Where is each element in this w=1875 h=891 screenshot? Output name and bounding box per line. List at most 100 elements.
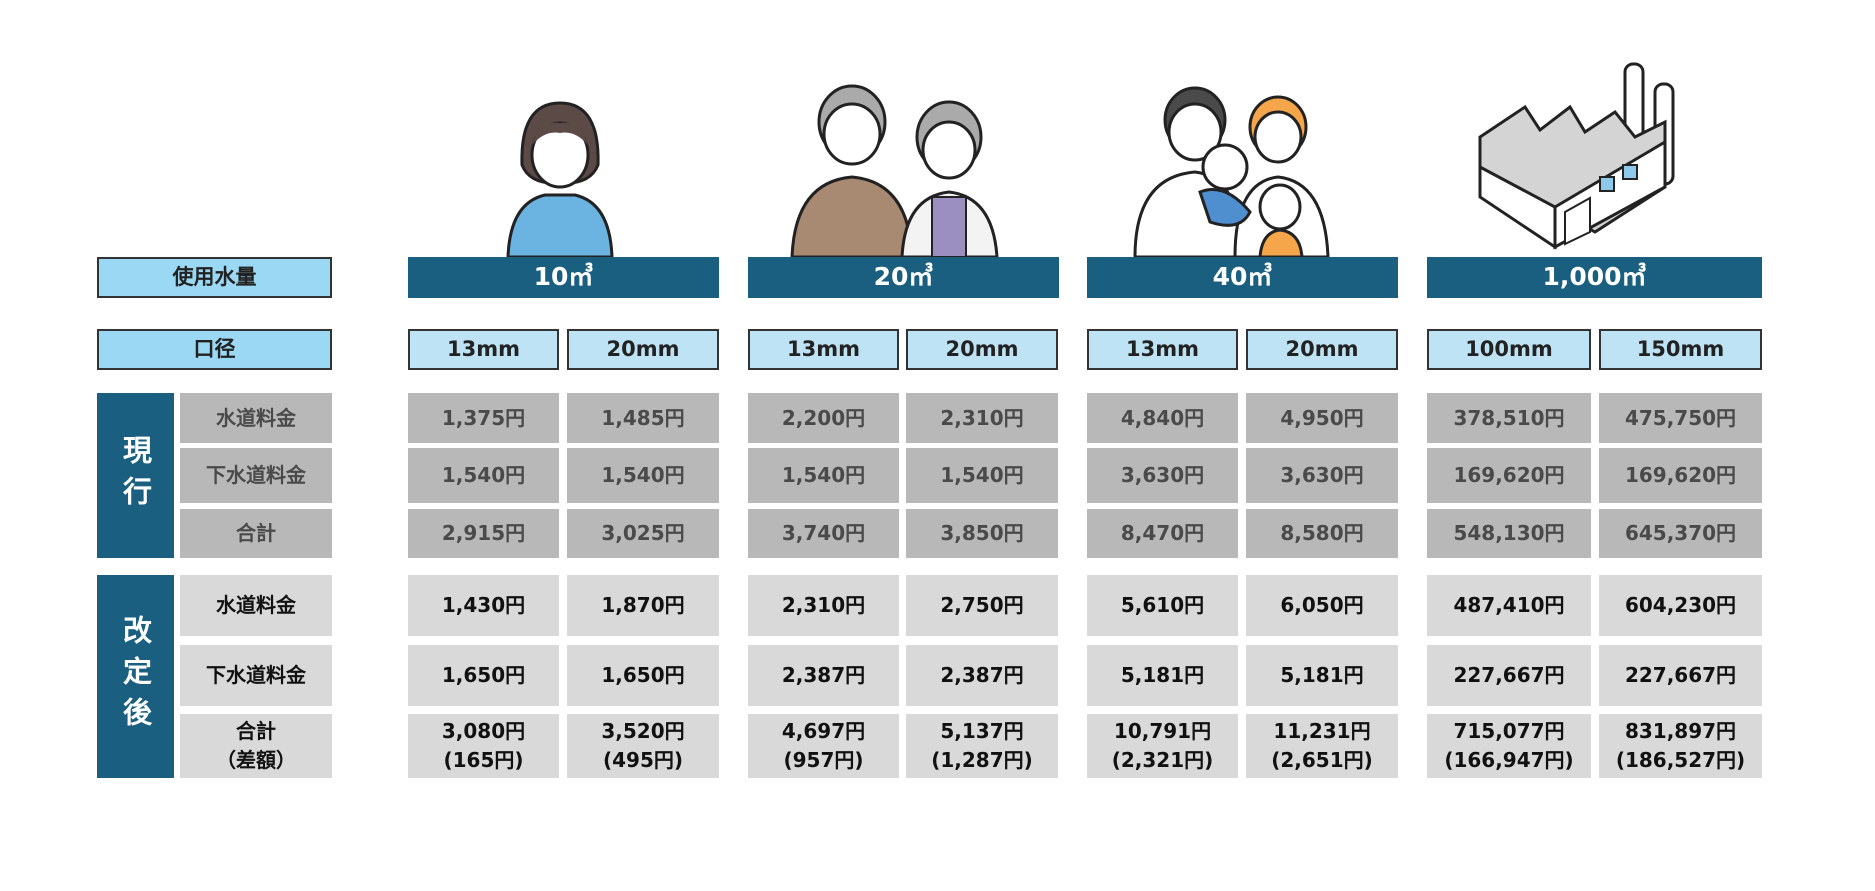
- value-cell-text: 3,080円: [441, 719, 526, 743]
- value-cell-text: 5,610円: [1120, 593, 1205, 617]
- value-cell-text: 1,375円: [441, 405, 526, 430]
- value-cell: 1,540円: [748, 448, 899, 503]
- row-label-text: 水道料金: [216, 405, 296, 430]
- usage-label-text: 使用水量: [172, 265, 257, 290]
- value-cell-text: 715,077円: [1453, 719, 1565, 743]
- value-cell: 5,137円 (1,287円): [906, 714, 1058, 778]
- value-cell: 487,410円: [1427, 575, 1591, 636]
- value-cell-text: (495円): [602, 748, 684, 772]
- diameter-label-text: 口径: [193, 337, 236, 362]
- value-cell-text: (186,527円): [1615, 748, 1746, 772]
- row-label: 合計 （差額）: [180, 714, 332, 778]
- value-cell: 3,630円: [1087, 448, 1238, 503]
- diameter-cell-text: 20mm: [606, 337, 680, 362]
- diameter-cell-text: 20mm: [945, 337, 1019, 362]
- value-cell: 2,310円: [748, 575, 899, 636]
- value-cell-text: 548,130円: [1453, 521, 1565, 545]
- row-label-text: 合計: [236, 521, 276, 545]
- row-label: 水道料金: [180, 393, 332, 443]
- value-cell-text: 2,310円: [940, 405, 1024, 430]
- value-cell: 1,650円: [408, 645, 559, 706]
- value-cell-text: 2,915円: [441, 521, 526, 545]
- row-label: 下水道料金: [180, 448, 332, 503]
- usage-header: 10㎥: [408, 257, 719, 298]
- diameter-cell: 100mm: [1427, 329, 1591, 370]
- value-cell-text: 4,697円: [781, 719, 866, 743]
- value-cell-text: (166,947円): [1444, 748, 1574, 772]
- value-cell: 2,387円: [906, 645, 1058, 706]
- value-cell: 11,231円 (2,651円): [1246, 714, 1398, 778]
- value-cell: 3,850円: [906, 509, 1058, 558]
- value-cell-text: 1,540円: [781, 463, 866, 487]
- value-cell-text: 2,750円: [940, 593, 1024, 617]
- value-cell-text: 2,387円: [781, 663, 866, 687]
- value-cell-text: 5,137円: [940, 719, 1024, 743]
- single-person-illustration: [506, 101, 614, 259]
- value-cell-text: 1,430円: [441, 593, 526, 617]
- value-cell-text: 5,181円: [1280, 663, 1364, 687]
- value-cell: 645,370円: [1599, 509, 1762, 558]
- value-cell: 3,630円: [1246, 448, 1398, 503]
- value-cell-text: 3,520円: [601, 719, 685, 743]
- value-cell: 1,870円: [567, 575, 719, 636]
- value-cell-text: 8,580円: [1280, 521, 1364, 545]
- value-cell: 227,667円: [1427, 645, 1591, 706]
- value-cell: 2,915円: [408, 509, 559, 558]
- value-cell-text: 1,650円: [601, 663, 685, 687]
- value-cell: 8,470円: [1087, 509, 1238, 558]
- value-cell: 10,791円 (2,321円): [1087, 714, 1238, 778]
- value-cell-text: 3,630円: [1280, 463, 1364, 487]
- family-illustration: [1133, 86, 1330, 259]
- value-cell-text: (2,321円): [1111, 748, 1214, 772]
- diameter-cell-text: 20mm: [1285, 337, 1359, 362]
- value-cell: 604,230円: [1599, 575, 1762, 636]
- value-cell-text: 227,667円: [1453, 663, 1565, 687]
- value-cell: 2,750円: [906, 575, 1058, 636]
- value-cell-text: 1,870円: [601, 593, 685, 617]
- usage-header-text: 40㎥: [1212, 262, 1273, 292]
- value-cell-text: 3,740円: [781, 521, 866, 545]
- value-cell: 1,650円: [567, 645, 719, 706]
- value-cell: 475,750円: [1599, 393, 1762, 443]
- diameter-cell: 13mm: [748, 329, 899, 370]
- value-cell: 1,375円: [408, 393, 559, 443]
- value-cell: 227,667円: [1599, 645, 1762, 706]
- value-cell: 2,310円: [906, 393, 1058, 443]
- diameter-cell: 150mm: [1599, 329, 1762, 370]
- value-cell-text: 169,620円: [1624, 463, 1737, 487]
- value-cell-text: 227,667円: [1624, 663, 1737, 687]
- value-cell-text: 1,650円: [441, 663, 526, 687]
- diameter-cell: 13mm: [408, 329, 559, 370]
- value-cell: 3,025円: [567, 509, 719, 558]
- row-label: 合計: [180, 509, 332, 558]
- group-label-text: 現行: [118, 434, 153, 517]
- value-cell-text: (1,287円): [931, 748, 1033, 772]
- diameter-label: 口径: [97, 329, 332, 370]
- value-cell: 3,080円 (165円): [408, 714, 559, 778]
- value-cell: 1,485円: [567, 393, 719, 443]
- value-cell: 169,620円: [1427, 448, 1591, 503]
- row-label-text: 下水道料金: [206, 663, 306, 687]
- elderly-couple-illustration: [790, 84, 999, 259]
- diameter-cell-text: 13mm: [787, 337, 860, 362]
- value-cell-text: 3,630円: [1120, 463, 1205, 487]
- value-cell-text: 8,470円: [1120, 521, 1205, 545]
- value-cell: 4,697円 (957円): [748, 714, 899, 778]
- factory-illustration: [1478, 62, 1675, 250]
- value-cell: 715,077円 (166,947円): [1427, 714, 1591, 778]
- diameter-cell-text: 100mm: [1465, 337, 1553, 362]
- usage-label: 使用水量: [97, 257, 332, 298]
- diameter-cell: 20mm: [906, 329, 1058, 370]
- value-cell: 548,130円: [1427, 509, 1591, 558]
- value-cell-text: (957円): [783, 748, 864, 772]
- usage-header: 40㎥: [1087, 257, 1398, 298]
- value-cell-text: 604,230円: [1624, 593, 1737, 617]
- usage-header-text: 10㎥: [533, 262, 594, 292]
- value-cell: 4,840円: [1087, 393, 1238, 443]
- value-cell: 831,897円 (186,527円): [1599, 714, 1762, 778]
- value-cell: 3,520円 (495円): [567, 714, 719, 778]
- value-cell-text: 1,540円: [601, 463, 685, 487]
- group-label: 改定後: [97, 575, 174, 778]
- value-cell-text: 169,620円: [1453, 463, 1565, 487]
